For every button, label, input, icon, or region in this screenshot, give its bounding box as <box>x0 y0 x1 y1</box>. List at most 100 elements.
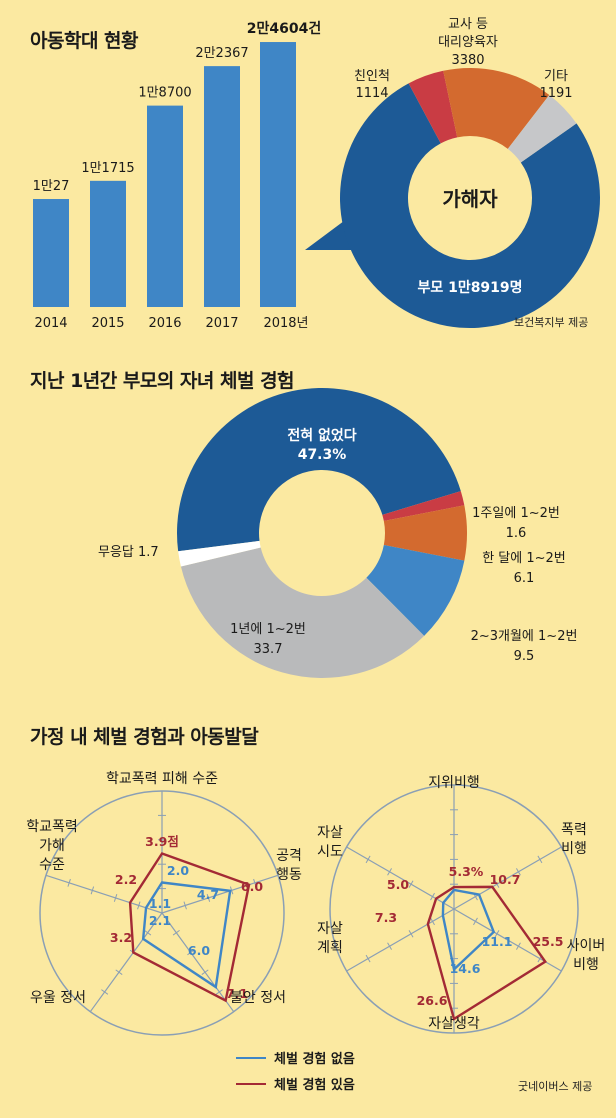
radar2-series-1 <box>426 885 547 1021</box>
radar2-axis-label-0: 지위비행 <box>428 775 480 791</box>
legend-no-punishment: 체벌 경험 없음 <box>236 1048 355 1067</box>
radar2-axis-label-3: 자살생각 <box>428 1016 480 1032</box>
donut-slice-0 <box>340 83 600 329</box>
donut-label-teacher-name2: 대리양육자 <box>438 35 498 50</box>
radar1-value-0-0: 2.0 <box>167 863 189 878</box>
radar2-tick-2-2 <box>494 930 500 938</box>
radar2-tick-5-4 <box>365 855 371 864</box>
radar1-tick-4-4 <box>67 878 71 887</box>
radar2-axis-label-4-1: 계획 <box>317 940 343 956</box>
radar1-axis-label-3: 우울 정서 <box>30 990 86 1006</box>
bar-year-3: 2017 <box>205 316 238 331</box>
bar-4 <box>260 42 296 308</box>
radar1-tick-3-1 <box>144 929 152 936</box>
radar2-tick-4-3 <box>387 942 393 950</box>
radar2-tick-1-2 <box>494 880 500 888</box>
radar1-tick-1-3 <box>229 886 234 895</box>
donut-slice-3 <box>507 94 577 163</box>
donut2-label-weekly-value: 1.6 <box>506 526 527 541</box>
radar2-axis-label-1-0: 폭력 <box>561 822 587 838</box>
donut2-label-none-name: 전혀 없었다 <box>287 427 356 444</box>
radar2-tick-2-1 <box>473 917 478 926</box>
radar2-value-1-2: 25.5 <box>533 934 564 949</box>
section2-title: 지난 1년간 부모의 자녀 체벌 경험 <box>30 370 295 392</box>
radar1-value-1-3: 3.2 <box>110 930 132 945</box>
radar1-axis-label-4-0: 학교폭력 <box>26 819 78 835</box>
radar2-axis-label-2-0: 사이버 <box>567 938 606 954</box>
source-welfare: 보건복지부 제공 <box>514 316 589 329</box>
radar1-axis-2 <box>161 912 235 1013</box>
radar2-axis-4 <box>346 908 455 972</box>
donut-label-etc-value: 1191 <box>539 86 572 101</box>
radar1-tick-1-4 <box>253 878 257 887</box>
radar2-value-1-1: 10.7 <box>490 872 521 887</box>
radar1-value-0-2: 6.0 <box>188 943 210 958</box>
donut2-slice-5 <box>178 540 261 567</box>
donut-label-teacher-name1: 교사 등 <box>448 17 488 32</box>
radar1-tick-3-4 <box>101 989 109 995</box>
radar1-tick-4-2 <box>113 893 118 902</box>
radar2-value-1-4: 7.3 <box>375 910 397 925</box>
donut2-slice-4 <box>180 547 425 678</box>
donut-label-relative-value: 1114 <box>355 86 388 101</box>
donut-label-etc-name: 기타 <box>544 69 568 84</box>
radar1-tick-4-1 <box>137 901 141 910</box>
radar1-value-1-2: 7.1 <box>226 986 248 1001</box>
legend-line-blue <box>236 1056 266 1059</box>
radar1-tick-3-3 <box>115 969 123 975</box>
donut2-label-yearly-name: 1년에 1~2번 <box>230 622 306 637</box>
donut-center-label: 가해자 <box>442 187 498 211</box>
radar2-axis-label-4-0: 자살 <box>317 921 343 937</box>
donut2-label-weekly-name: 1주일에 1~2번 <box>472 506 560 521</box>
radar1-tick-1-2 <box>206 893 211 902</box>
radar1-series-1 <box>128 852 251 1003</box>
radar1-axis-label-1-0: 공격 <box>276 848 302 864</box>
radar1-value-0-1: 4.7 <box>197 887 219 902</box>
radar2-axis-label-1-1: 비행 <box>561 841 587 857</box>
radar2-value-0-3: 14.6 <box>450 961 481 976</box>
radar1-tick-2-4 <box>215 989 223 995</box>
donut2-label-none-value: 47.3% <box>298 447 347 463</box>
radar2-value-1-5: 5.0 <box>387 877 409 892</box>
donut2-label-quarterly-name: 2~3개월에 1~2번 <box>471 629 578 644</box>
radar2-value-1-3: 26.6 <box>417 993 448 1008</box>
source-goodneighbors: 굿네이버스 제공 <box>518 1080 593 1093</box>
donut2-label-noanswer: 무응답 1.7 <box>98 545 159 560</box>
radar1-axis-1 <box>161 874 279 914</box>
radar2-axis-label-5-0: 자살 <box>317 825 343 841</box>
donut2-label-quarterly-value: 9.5 <box>514 649 535 664</box>
radar2-tick-5-1 <box>430 892 435 901</box>
radar1-value-1-4: 2.2 <box>115 872 137 887</box>
bar-label-1: 1만1715 <box>81 161 134 176</box>
bar-year-0: 2014 <box>34 316 67 331</box>
bar-3 <box>204 66 240 307</box>
radar2-tick-1-3 <box>515 868 521 876</box>
bar-1 <box>90 180 126 307</box>
radar1-tick-1-1 <box>183 901 187 910</box>
donut2-label-monthly-value: 6.1 <box>514 571 535 586</box>
bar-year-2: 2016 <box>148 316 181 331</box>
radar1-value-0-4: 1.1 <box>149 896 171 911</box>
radar1-value-1-1: 6.0 <box>241 879 263 894</box>
donut2-label-yearly-value: 33.7 <box>254 642 283 657</box>
donut-slice-1 <box>408 70 458 144</box>
radar2-tick-5-2 <box>408 880 414 888</box>
radar2-axis-1 <box>453 846 562 910</box>
bar-label-3: 2만2367 <box>195 46 248 61</box>
bar-label-4: 2만4604건 <box>247 20 321 37</box>
radar2-tick-4-4 <box>365 954 371 963</box>
bar-0 <box>33 199 69 307</box>
radar1-axis-label-2: 불안 정서 <box>230 990 286 1006</box>
radar2-series-0 <box>441 888 496 972</box>
bar-year-4: 2018년 <box>263 316 308 331</box>
legend-punishment: 체벌 경험 있음 <box>236 1074 355 1093</box>
radar1-axis-label-1-1: 행동 <box>276 867 302 883</box>
radar1-axis-3 <box>89 912 163 1013</box>
radar2-tick-4-2 <box>408 930 414 938</box>
donut2-slice-3 <box>366 544 465 636</box>
bar-2 <box>147 105 183 307</box>
radar2-value-0-2: 11.1 <box>482 934 513 949</box>
radar1-tick-2-2 <box>187 949 195 956</box>
donut-slice-2 <box>443 68 550 149</box>
section3-title: 가정 내 체벌 경험과 아동발달 <box>30 726 259 748</box>
